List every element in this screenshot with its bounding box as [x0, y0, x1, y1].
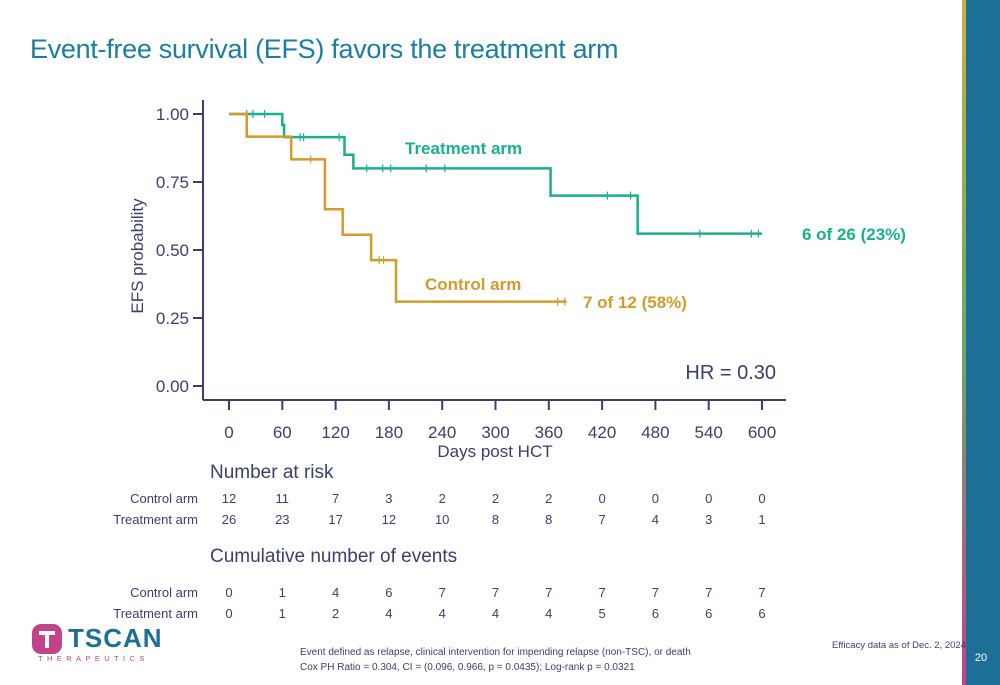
- events-table-cell: 7: [651, 585, 659, 600]
- risk-table-cell: 2: [491, 491, 500, 506]
- events-table-cell: 6: [758, 606, 766, 621]
- tscan-logo-icon: [32, 624, 62, 654]
- y-tick-label: 1.00: [156, 105, 189, 124]
- x-tick-label: 600: [748, 423, 776, 442]
- treatment-arm-curve: [229, 112, 762, 235]
- events-table-cell: 4: [491, 606, 500, 621]
- y-tick-label: 0.75: [156, 173, 189, 192]
- slide-number: 20: [974, 652, 988, 664]
- events-table-cell: 6: [651, 606, 659, 621]
- risk-table-cell: 7: [598, 512, 606, 527]
- events-table-cell: 7: [438, 585, 446, 600]
- events-table-row-label: Control arm: [130, 585, 198, 600]
- events-table-cell: 1: [278, 585, 286, 600]
- risk-table-cell: 23: [275, 512, 290, 527]
- risk-table-cell: 4: [651, 512, 659, 527]
- risk-table-cell: 12: [221, 491, 237, 506]
- risk-table-cell: 0: [598, 491, 606, 506]
- y-tick-label: 0.00: [156, 377, 189, 396]
- risk-table-cell: 3: [385, 491, 393, 506]
- treatment-arm-end-label: 6 of 26 (23%): [802, 225, 906, 244]
- logo-subtitle: THERAPEUTICS: [38, 654, 149, 663]
- risk-table-cell: 3: [705, 512, 713, 527]
- y-tick-label: 0.25: [156, 309, 189, 328]
- hazard-ratio-annotation: HR = 0.30: [685, 362, 776, 384]
- risk-table-cell: 26: [221, 512, 237, 527]
- x-tick-label: 360: [535, 423, 563, 442]
- as-of-note: Efficacy data as of Dec. 2, 2024: [832, 640, 966, 651]
- risk-table-row-label: Control arm: [130, 491, 198, 506]
- x-tick-label: 0: [224, 423, 233, 442]
- events-table-cell: 4: [545, 606, 553, 621]
- events-table-cell: 6: [385, 585, 393, 600]
- risk-table-cell: 8: [545, 512, 553, 527]
- x-tick-label: 420: [588, 423, 616, 442]
- x-tick-label: 120: [321, 423, 349, 442]
- events-table-cell: 7: [758, 585, 766, 600]
- events-table-cell: 7: [705, 585, 713, 600]
- page-title: Event-free survival (EFS) favors the tre…: [30, 34, 619, 64]
- x-axis-label: Days post HCT: [437, 442, 552, 461]
- events-table-cell: 4: [438, 606, 446, 621]
- footnote: Event defined as relapse, clinical inter…: [300, 645, 691, 675]
- brand-stripe: [962, 0, 966, 685]
- risk-table-cell: 2: [438, 491, 446, 506]
- logo-wordmark: TSCAN: [68, 623, 163, 653]
- events-table-cell: 4: [331, 585, 340, 600]
- control-arm-curve: [229, 112, 567, 303]
- risk-table-cell: 0: [705, 491, 713, 506]
- x-tick-label: 240: [428, 423, 456, 442]
- risk-table-cell: 17: [328, 512, 343, 527]
- x-tick-label: 540: [695, 423, 723, 442]
- y-axis-label: EFS probability: [128, 198, 147, 314]
- events-table-cell: 2: [331, 606, 340, 621]
- events-table-row-label: Treatment arm: [113, 606, 198, 621]
- x-tick-label: 300: [481, 423, 509, 442]
- risk-table-cell: 2: [545, 491, 553, 506]
- risk-table-cell: 1: [758, 512, 766, 527]
- risk-table-cell: 8: [491, 512, 500, 527]
- events-table-cell: 5: [598, 606, 606, 621]
- events-table-cell: 4: [385, 606, 393, 621]
- events-table-cell: 0: [225, 606, 233, 621]
- control-arm-label: Control arm: [425, 275, 521, 294]
- x-tick-label: 180: [375, 423, 403, 442]
- treatment-arm-label: Treatment arm: [405, 139, 522, 158]
- events-table-cell: 7: [491, 585, 500, 600]
- events-table-cell: 0: [225, 585, 233, 600]
- y-tick-label: 0.50: [156, 241, 189, 260]
- events-table-cell: 6: [705, 606, 713, 621]
- risk-table-cell: 0: [758, 491, 766, 506]
- x-tick-label: 60: [273, 423, 292, 442]
- right-brand-bar: [962, 0, 1000, 685]
- risk-table-cell: 10: [434, 512, 450, 527]
- control-arm-end-label: 7 of 12 (58%): [583, 293, 687, 312]
- footnote-line-2: Cox PH Ratio = 0.304, CI = (0.096, 0.966…: [300, 662, 635, 673]
- events-table-cell: 7: [598, 585, 606, 600]
- events-table-cell: 7: [545, 585, 553, 600]
- risk-table-cell: 12: [381, 512, 397, 527]
- risk-table-cell: 11: [275, 491, 290, 506]
- x-tick-label: 480: [641, 423, 669, 442]
- risk-table-cell: 0: [651, 491, 659, 506]
- risk-table-cell: 7: [331, 491, 340, 506]
- risk-table-title: Number at risk: [210, 462, 334, 483]
- events-table-title: Cumulative number of events: [210, 546, 458, 567]
- footnote-line-1: Event defined as relapse, clinical inter…: [300, 647, 691, 658]
- risk-table-row-label: Treatment arm: [113, 512, 198, 527]
- events-table-cell: 1: [278, 606, 286, 621]
